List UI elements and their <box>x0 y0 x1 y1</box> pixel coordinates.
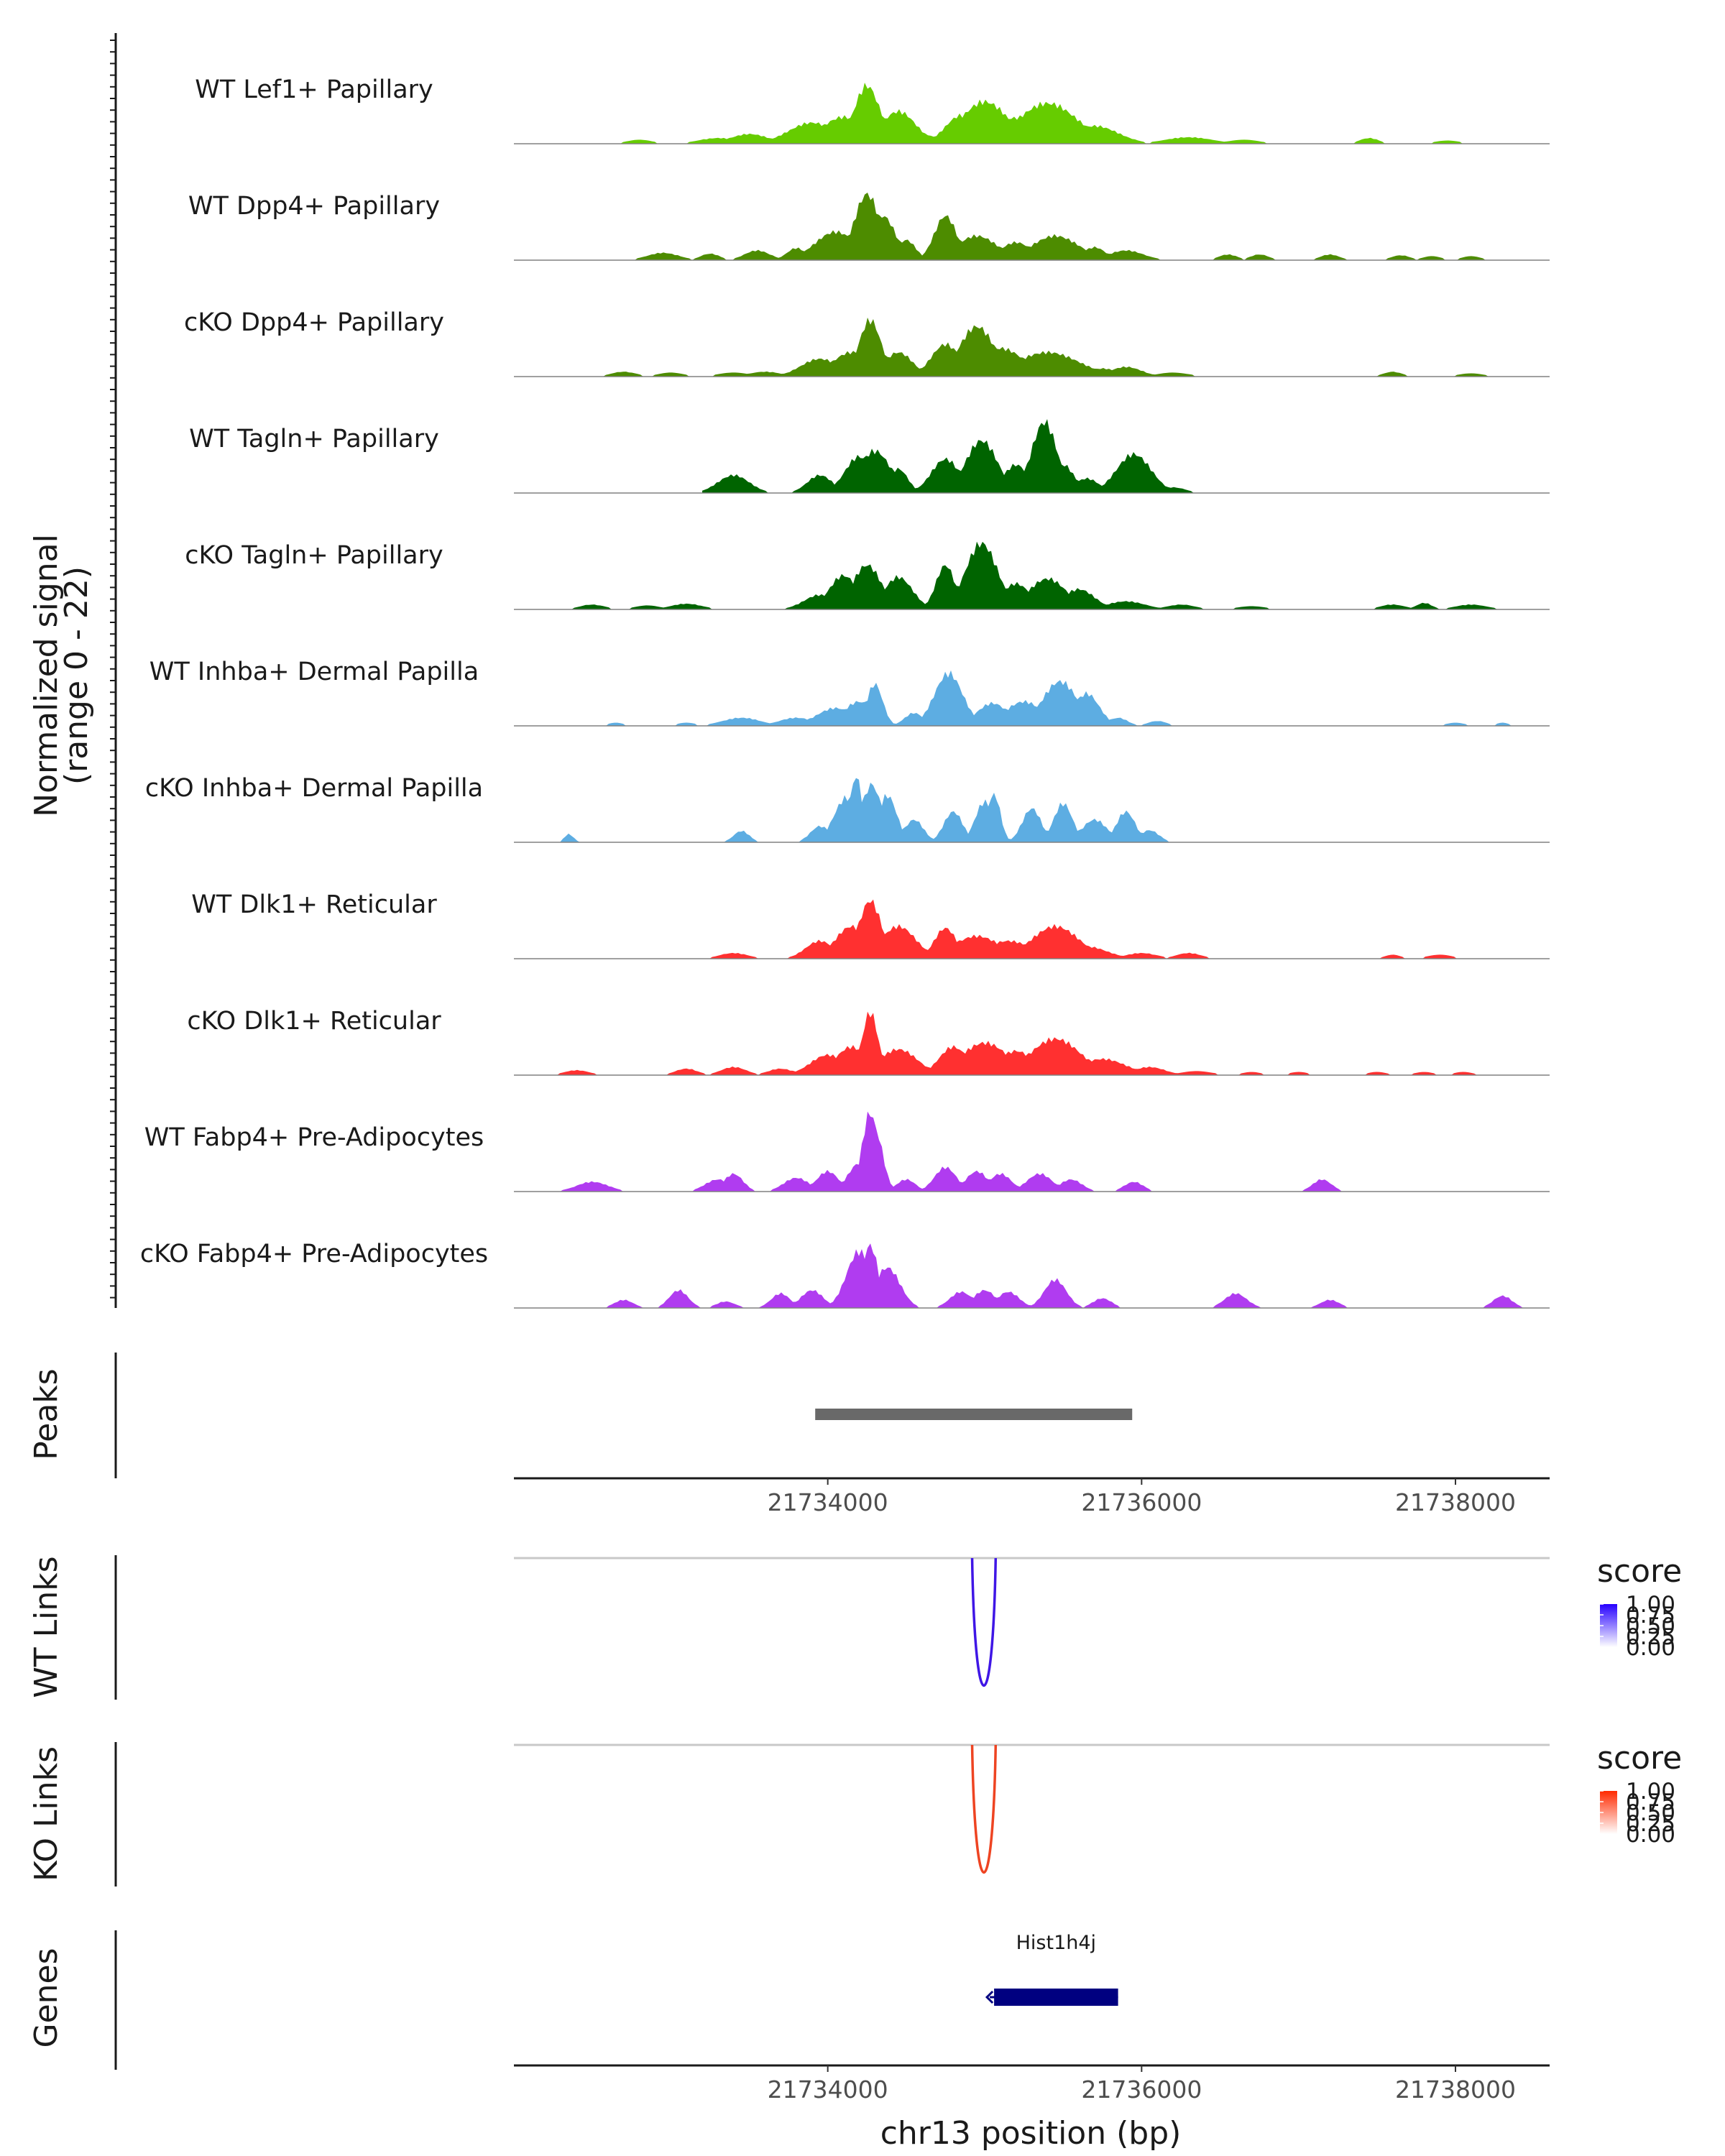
coverage-track-label: WT Tagln+ Papillary <box>189 425 439 453</box>
peak-region <box>815 1409 1133 1420</box>
link-arc <box>970 1557 998 1687</box>
x-tick-label: 21734000 <box>768 2076 888 2104</box>
coverage-track: cKO Inhba+ Dermal Papilla <box>145 774 1550 843</box>
peaks-track: Peaks <box>28 1353 1133 1478</box>
legend-tick-label: 0.75 <box>1626 1789 1675 1815</box>
x-tick-label: 21734000 <box>768 1488 888 1516</box>
coverage-area <box>514 778 1550 842</box>
x-tick-label: 21738000 <box>1395 1488 1516 1516</box>
gene-exon <box>994 1989 1118 2006</box>
x-axes: 21734000 21736000 21738000 21734000 21736000… <box>514 1477 1550 2104</box>
coverage-track: WT Tagln+ Papillary <box>189 419 1550 494</box>
coverage-track-label: cKO Inhba+ Dermal Papilla <box>145 774 483 803</box>
genes-track-label: Genes <box>28 1948 65 2047</box>
x-tick-label: 21736000 <box>1081 2076 1202 2104</box>
coverage-y-axis-title: Normalized signal <box>28 534 65 817</box>
legend-tick-label: 0.00 <box>1626 1635 1675 1661</box>
coverage-area <box>702 419 1197 493</box>
legend-tick-label: 0.50 <box>1626 1613 1675 1639</box>
coverage-track-label: cKO Dpp4+ Papillary <box>184 308 444 337</box>
coverage-area <box>514 1243 1550 1308</box>
legend-tick-label: 1.00 <box>1626 1592 1675 1618</box>
coverage-track: WT Lef1+ Papillary <box>195 75 1550 144</box>
coverage-area <box>514 1011 1550 1075</box>
x-tick-label: 21736000 <box>1081 1488 1202 1516</box>
coverage-track-label: cKO Fabp4+ Pre-Adipocytes <box>140 1240 488 1268</box>
gene-name-label: Hist1h4j <box>1016 1932 1096 1954</box>
coverage-area <box>514 899 1550 959</box>
legend-tick-label: 0.25 <box>1626 1624 1675 1650</box>
coverage-area <box>514 83 1550 144</box>
coverage-track-label: WT Dlk1+ Reticular <box>191 890 437 919</box>
coverage-track-label: WT Fabp4+ Pre-Adipocytes <box>144 1123 484 1152</box>
coverage-area <box>514 193 1550 260</box>
legend-tick-label: 1.00 <box>1626 1779 1675 1805</box>
coverage-track: cKO Dlk1+ Reticular <box>187 1007 1550 1076</box>
x-axis-title: chr13 position (bp) <box>880 2115 1182 2152</box>
coverage-area <box>514 317 1550 377</box>
coverage-track-label: cKO Dlk1+ Reticular <box>187 1007 441 1036</box>
coverage-track: cKO Fabp4+ Pre-Adipocytes <box>140 1240 1550 1309</box>
legend-title: score <box>1597 1553 1682 1590</box>
coverage-track-label: WT Lef1+ Papillary <box>195 75 433 104</box>
coverage-track: WT Inhba+ Dermal Papilla <box>150 658 1550 727</box>
coverage-area <box>514 541 1550 609</box>
coverage-y-axis-subtitle: (range 0 - 22) <box>58 566 95 785</box>
legend-tick-label: 0.25 <box>1626 1811 1675 1837</box>
coverage-area <box>514 670 1550 726</box>
coverage-track: WT Dpp4+ Papillary <box>188 192 1550 261</box>
coverage-track: cKO Dpp4+ Papillary <box>184 308 1550 377</box>
legend-tick-label: 0.75 <box>1626 1603 1675 1628</box>
links-track-label: KO Links <box>28 1746 65 1881</box>
coverage-y-axis <box>110 33 117 1308</box>
coverage-track: WT Dlk1+ Reticular <box>191 890 1550 959</box>
link-arc <box>970 1744 998 1874</box>
coverage-track-label: cKO Tagln+ Papillary <box>185 541 443 570</box>
legend-tick-label: 0.00 <box>1626 1822 1675 1848</box>
coverage-track: WT Fabp4+ Pre-Adipocytes <box>144 1111 1550 1192</box>
legend-title: score <box>1597 1740 1682 1777</box>
coverage-track-label: WT Dpp4+ Papillary <box>188 192 440 221</box>
links-track-label: WT Links <box>28 1556 65 1697</box>
strand-arrow-icon <box>985 1990 994 2004</box>
legend-tick-label: 0.50 <box>1626 1800 1675 1826</box>
coverage-track: cKO Tagln+ Papillary <box>185 541 1550 610</box>
coverage-tracks: WT Lef1+ Papillary WT Dpp4+ Papillary cKO … <box>140 75 1550 1309</box>
coverage-area <box>514 1111 1550 1192</box>
genes-track: Genes Hist1h4j <box>28 1930 1118 2070</box>
peaks-track-label: Peaks <box>28 1368 65 1460</box>
coverage-track-label: WT Inhba+ Dermal Papilla <box>150 658 479 686</box>
x-tick-label: 21738000 <box>1395 2076 1516 2104</box>
